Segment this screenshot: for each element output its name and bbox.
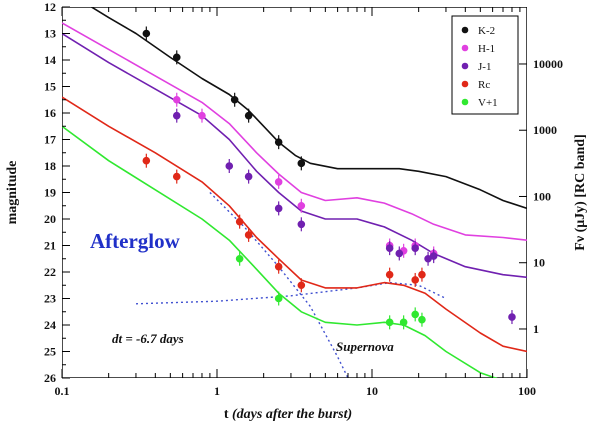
- data-point-rc: [274, 262, 283, 271]
- y-tick-label: 15: [44, 80, 56, 94]
- y-tick-label: 14: [44, 53, 56, 67]
- data-point-j-1: [395, 249, 404, 258]
- y2-tick-label: 10: [533, 256, 545, 270]
- y-tick-label: 23: [44, 292, 56, 306]
- data-point-rc: [235, 217, 244, 226]
- y-tick-label: 20: [44, 212, 56, 226]
- data-point-v-1: [274, 294, 283, 303]
- annotation-dt-6-7-days: dt = -6.7 days: [112, 331, 184, 346]
- axes: 0.1 1 10 100 12 13 14 15 16 17 18 19 20 21 22 23 24 25 26 1…: [5, 0, 588, 398]
- y-tick-label: 24: [44, 318, 56, 332]
- y-tick-label: 13: [44, 27, 56, 41]
- data-point-j-1: [274, 204, 283, 213]
- legend-label: V+1: [478, 97, 498, 109]
- y-tick-label: 19: [44, 186, 56, 200]
- data-point-rc: [418, 270, 426, 279]
- y-tick-label: 26: [44, 371, 56, 385]
- x-tick-label: 1: [214, 384, 220, 398]
- model-curve-v-1: [62, 125, 498, 378]
- y2-tick-label: 1: [533, 322, 539, 336]
- data-point-j-1: [508, 313, 516, 321]
- data-point-k-2: [172, 53, 181, 62]
- annotations: Afterglow dt = -6.7 days Supernova: [90, 229, 394, 354]
- data-point-h-1: [172, 95, 181, 104]
- x-tick-label: 100: [518, 384, 536, 398]
- y2-tick-label: 10000: [533, 57, 563, 71]
- y2-axis-title: Fν (μJy) [RC band]: [573, 134, 588, 250]
- data-point-rc: [142, 156, 151, 165]
- data-point-v-1: [385, 318, 394, 327]
- annotation-supernova: Supernova: [336, 339, 394, 354]
- data-point-j-1: [411, 244, 420, 252]
- legend-marker: [461, 62, 469, 70]
- y2-tick-label: 100: [533, 189, 551, 203]
- data-points: [142, 26, 516, 330]
- data-point-k-2: [230, 95, 239, 104]
- data-point-k-2: [244, 111, 253, 120]
- data-point-h-1: [297, 201, 306, 210]
- legend-label: Rc: [478, 79, 490, 91]
- data-point-rc: [172, 172, 181, 181]
- legend-marker: [461, 98, 469, 106]
- data-point-h-1: [274, 178, 283, 186]
- legend-marker: [461, 26, 469, 34]
- data-point-v-1: [418, 315, 426, 324]
- legend: K-2 H-1 J-1 Rc V+1: [451, 15, 519, 115]
- model-curves: [62, 7, 527, 378]
- data-point-j-1: [429, 252, 438, 260]
- y-tick-label: 22: [44, 265, 56, 279]
- data-point-k-2: [297, 159, 306, 168]
- y-tick-label: 21: [44, 239, 56, 253]
- legend-label: K-2: [478, 25, 495, 37]
- x-axis-title-desc: (days after the burst): [232, 407, 352, 422]
- data-point-rc: [411, 276, 420, 284]
- x-tick-label: 0.1: [55, 384, 70, 398]
- y-tick-label: 17: [44, 133, 56, 147]
- legend-marker: [461, 80, 469, 88]
- data-point-v-1: [235, 254, 244, 263]
- model-curve-k-2: [89, 7, 527, 210]
- y-tick-label: 25: [44, 345, 56, 359]
- data-point-rc: [244, 231, 253, 239]
- model-curve-h-1: [62, 22, 527, 241]
- y-tick-label: 16: [44, 106, 56, 120]
- x-axis-title: t (days after the burst): [224, 407, 352, 422]
- reference-line-supernova: [135, 281, 447, 305]
- annotation-afterglow: Afterglow: [90, 229, 181, 253]
- x-axis-title-var: t: [224, 407, 232, 422]
- data-point-k-2: [142, 29, 151, 38]
- data-point-rc: [297, 281, 306, 290]
- data-point-j-1: [244, 172, 253, 181]
- y-axis-title: magnitude: [5, 161, 20, 225]
- data-point-j-1: [225, 162, 234, 170]
- data-point-v-1: [411, 310, 420, 319]
- data-point-h-1: [198, 111, 206, 120]
- y-tick-label: 12: [44, 0, 56, 14]
- legend-label: H-1: [478, 43, 495, 55]
- legend-marker: [461, 44, 469, 52]
- y-tick-label: 18: [44, 159, 56, 173]
- x-tick-label: 10: [366, 384, 378, 398]
- data-point-j-1: [297, 220, 306, 229]
- y2-tick-label: 1000: [533, 123, 557, 137]
- data-point-rc: [385, 270, 394, 279]
- data-point-v-1: [399, 318, 408, 327]
- data-point-k-2: [274, 138, 283, 146]
- data-point-j-1: [172, 111, 181, 120]
- legend-label: J-1: [478, 61, 491, 73]
- data-point-j-1: [385, 244, 394, 252]
- reference-line-afterglow: [209, 192, 349, 378]
- model-curve-rc: [62, 96, 527, 353]
